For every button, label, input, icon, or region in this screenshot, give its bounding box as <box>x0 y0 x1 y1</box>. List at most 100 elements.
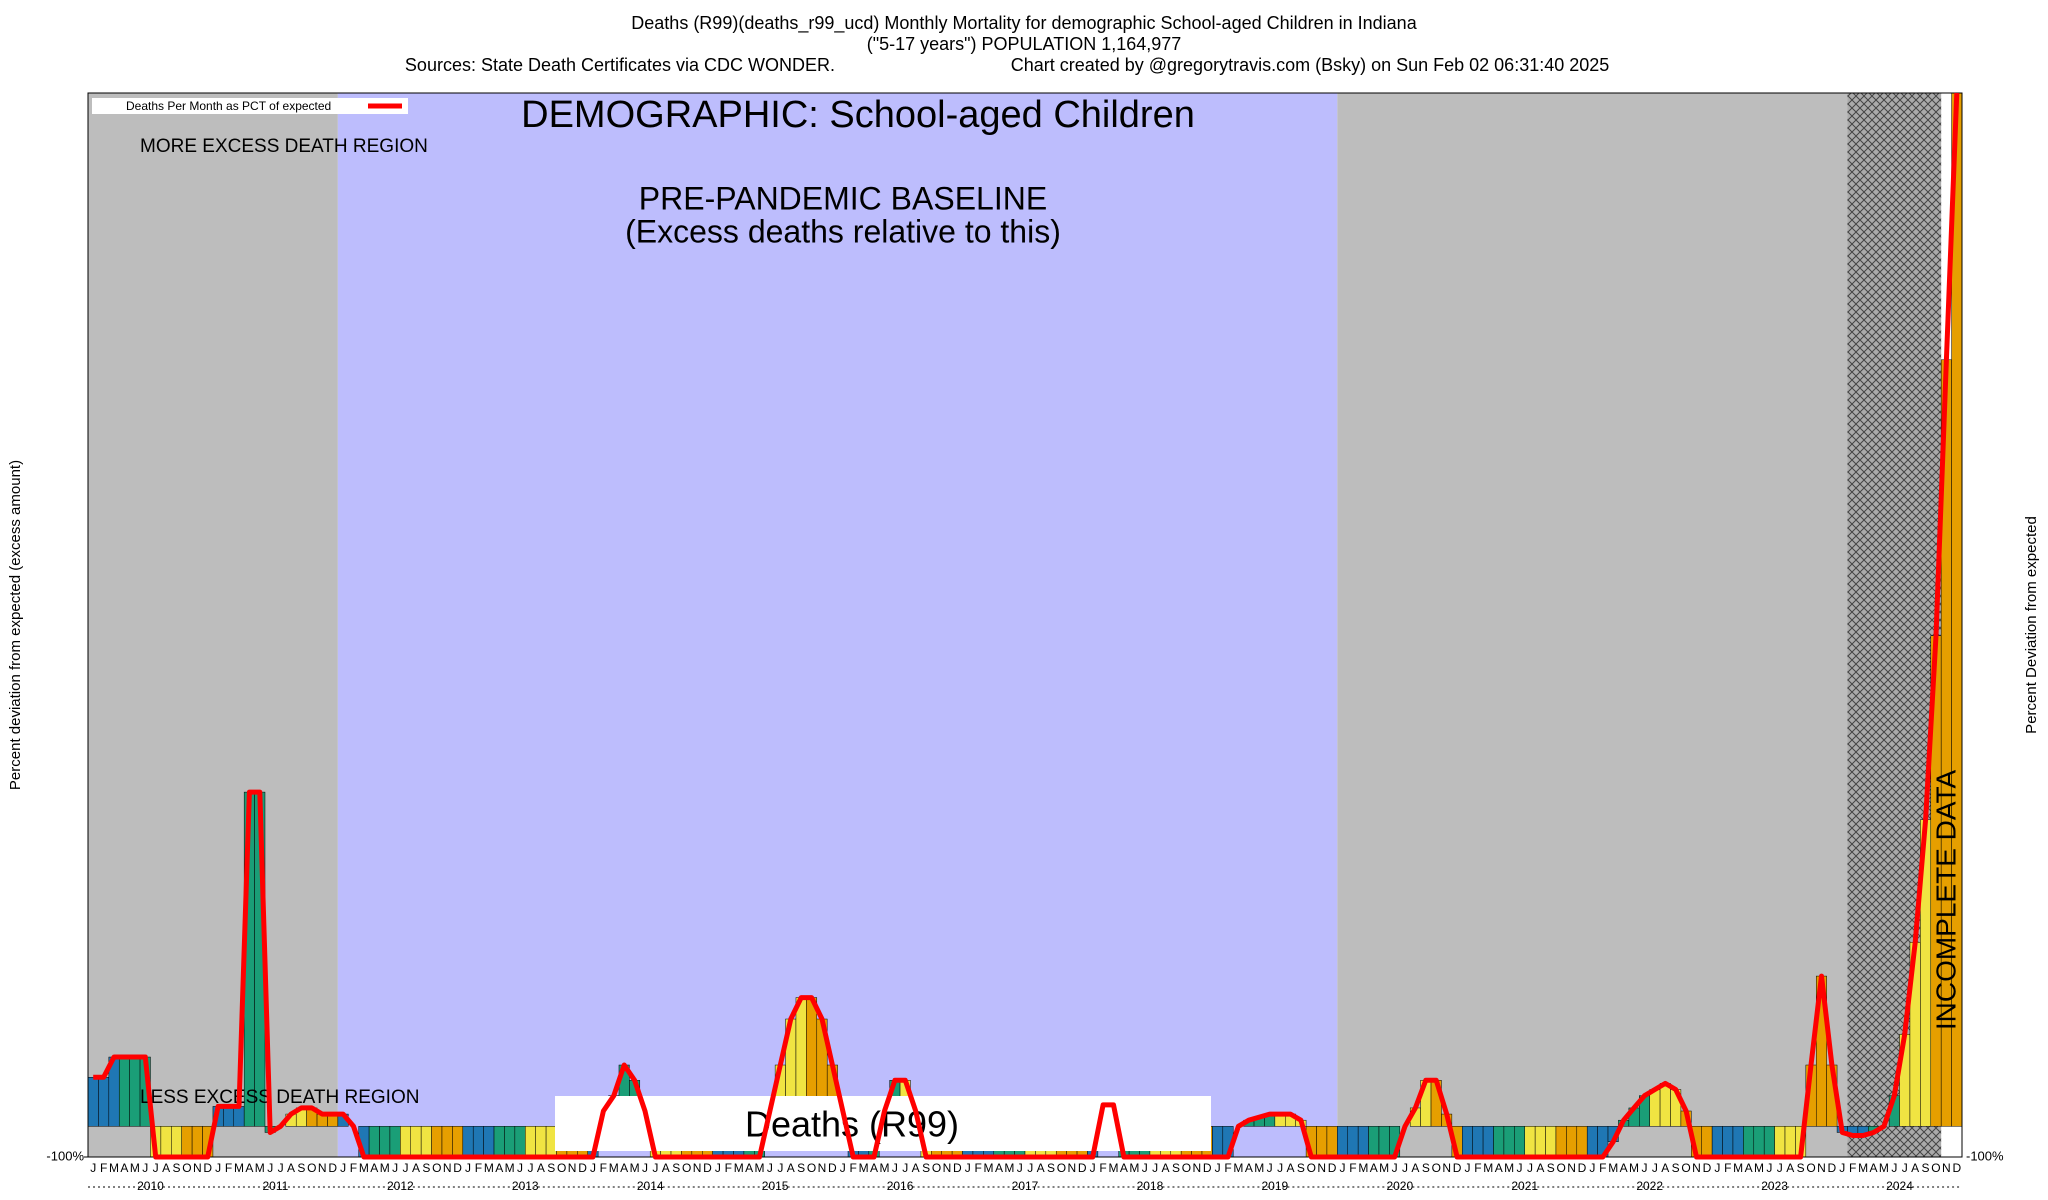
x-tick-label: J <box>1340 1161 1346 1175</box>
bar <box>1711 1126 1723 1158</box>
x-tick-label: J <box>392 1161 398 1175</box>
year-label: 2019 <box>1262 1179 1289 1193</box>
x-tick-label: D <box>453 1161 462 1175</box>
x-tick-label: J <box>1267 1161 1273 1175</box>
bar <box>504 1126 516 1158</box>
x-tick-label: N <box>943 1161 952 1175</box>
bar <box>1649 1089 1661 1127</box>
bar <box>1659 1083 1671 1127</box>
bar <box>420 1126 432 1158</box>
bar <box>493 1126 505 1158</box>
x-tick-label: S <box>1297 1161 1305 1175</box>
x-tick-label: J <box>153 1161 159 1175</box>
x-tick-label: A <box>1495 1161 1503 1175</box>
x-tick-label: N <box>318 1161 327 1175</box>
y2-axis-label: Percent Deviation from expected <box>2023 516 2040 734</box>
x-tick-label: D <box>328 1161 337 1175</box>
x-tick-label: A <box>287 1161 295 1175</box>
x-tick-label: D <box>578 1161 587 1175</box>
x-tick-label: A <box>745 1161 753 1175</box>
subtitle: ("5-17 years") POPULATION 1,164,977 <box>867 34 1182 54</box>
bar <box>1357 1126 1369 1158</box>
x-tick-label: A <box>495 1161 503 1175</box>
x-tick-label: S <box>1797 1161 1805 1175</box>
x-tick-label: J <box>517 1161 523 1175</box>
x-tick-label: M <box>380 1161 390 1175</box>
x-tick-label: F <box>475 1161 482 1175</box>
x-tick-label: M <box>1629 1161 1639 1175</box>
x-tick-label: A <box>1911 1161 1919 1175</box>
x-tick-label: M <box>1879 1161 1889 1175</box>
x-tick-label: A <box>912 1161 920 1175</box>
x-tick-label: S <box>797 1161 805 1175</box>
x-tick-label: M <box>130 1161 140 1175</box>
x-tick-label: O <box>432 1161 441 1175</box>
x-tick-label: M <box>755 1161 765 1175</box>
more-region: MORE EXCESS DEATH REGION <box>140 136 428 157</box>
x-tick-label: N <box>1442 1161 1451 1175</box>
x-tick-label: A <box>1620 1161 1628 1175</box>
x-tick-label: J <box>642 1161 648 1175</box>
bar <box>160 1126 172 1158</box>
x-tick-label: J <box>403 1161 409 1175</box>
year-label: 2010 <box>137 1179 164 1193</box>
x-tick-label: J <box>267 1161 273 1175</box>
year-label: 2014 <box>637 1179 664 1193</box>
x-tick-label: J <box>1277 1161 1283 1175</box>
x-tick-label: J <box>590 1161 596 1175</box>
x-tick-label: M <box>1754 1161 1764 1175</box>
x-tick-label: M <box>1254 1161 1264 1175</box>
x-tick-label: M <box>609 1161 619 1175</box>
x-tick-label: F <box>1724 1161 1731 1175</box>
x-tick-label: S <box>547 1161 555 1175</box>
x-tick-label: O <box>182 1161 191 1175</box>
x-tick-label: J <box>1839 1161 1845 1175</box>
bar <box>1503 1126 1515 1158</box>
x-tick-label: F <box>1474 1161 1481 1175</box>
x-tick-label: J <box>1517 1161 1523 1175</box>
x-tick-label: S <box>1922 1161 1930 1175</box>
region-later <box>1337 93 1848 1157</box>
bar <box>191 1126 203 1158</box>
x-tick-label: J <box>840 1161 846 1175</box>
x-tick-label: N <box>818 1161 827 1175</box>
bar <box>368 1126 380 1158</box>
x-tick-label: O <box>307 1161 316 1175</box>
x-tick-label: O <box>1806 1161 1815 1175</box>
x-tick-label: S <box>172 1161 180 1175</box>
x-tick-label: J <box>1027 1161 1033 1175</box>
x-tick-label: A <box>162 1161 170 1175</box>
x-tick-label: F <box>225 1161 232 1175</box>
bottom-label: Deaths (R99) <box>745 1104 959 1145</box>
x-tick-label: N <box>568 1161 577 1175</box>
x-tick-label: J <box>1090 1161 1096 1175</box>
bar <box>1482 1126 1494 1158</box>
trend-line <box>93 92 1960 1160</box>
year-label: 2024 <box>1886 1179 1913 1193</box>
bar <box>1555 1126 1567 1158</box>
bar <box>389 1126 401 1158</box>
x-tick-label: J <box>1152 1161 1158 1175</box>
chart-title: Deaths (R99)(deaths_r99_ucd) Monthly Mor… <box>631 13 1417 34</box>
x-tick-label: N <box>1068 1161 1077 1175</box>
x-tick-label: J <box>1464 1161 1470 1175</box>
x-tick-label: M <box>859 1161 869 1175</box>
legend <box>92 98 408 114</box>
x-tick-label: D <box>1952 1161 1961 1175</box>
x-tick-label: F <box>600 1161 607 1175</box>
x-tick-label: O <box>1557 1161 1566 1175</box>
x-tick-label: A <box>1786 1161 1794 1175</box>
x-tick-label: F <box>100 1161 107 1175</box>
x-tick-label: M <box>1733 1161 1743 1175</box>
x-tick-label: J <box>1902 1161 1908 1175</box>
x-tick-label: A <box>1536 1161 1544 1175</box>
x-tick-label: S <box>1422 1161 1430 1175</box>
x-tick-label: J <box>652 1161 658 1175</box>
x-tick-label: O <box>557 1161 566 1175</box>
x-tick-label: D <box>828 1161 837 1175</box>
bar <box>472 1126 484 1158</box>
x-tick-label: D <box>1703 1161 1712 1175</box>
x-tick-label: M <box>734 1161 744 1175</box>
x-tick-label: J <box>1652 1161 1658 1175</box>
